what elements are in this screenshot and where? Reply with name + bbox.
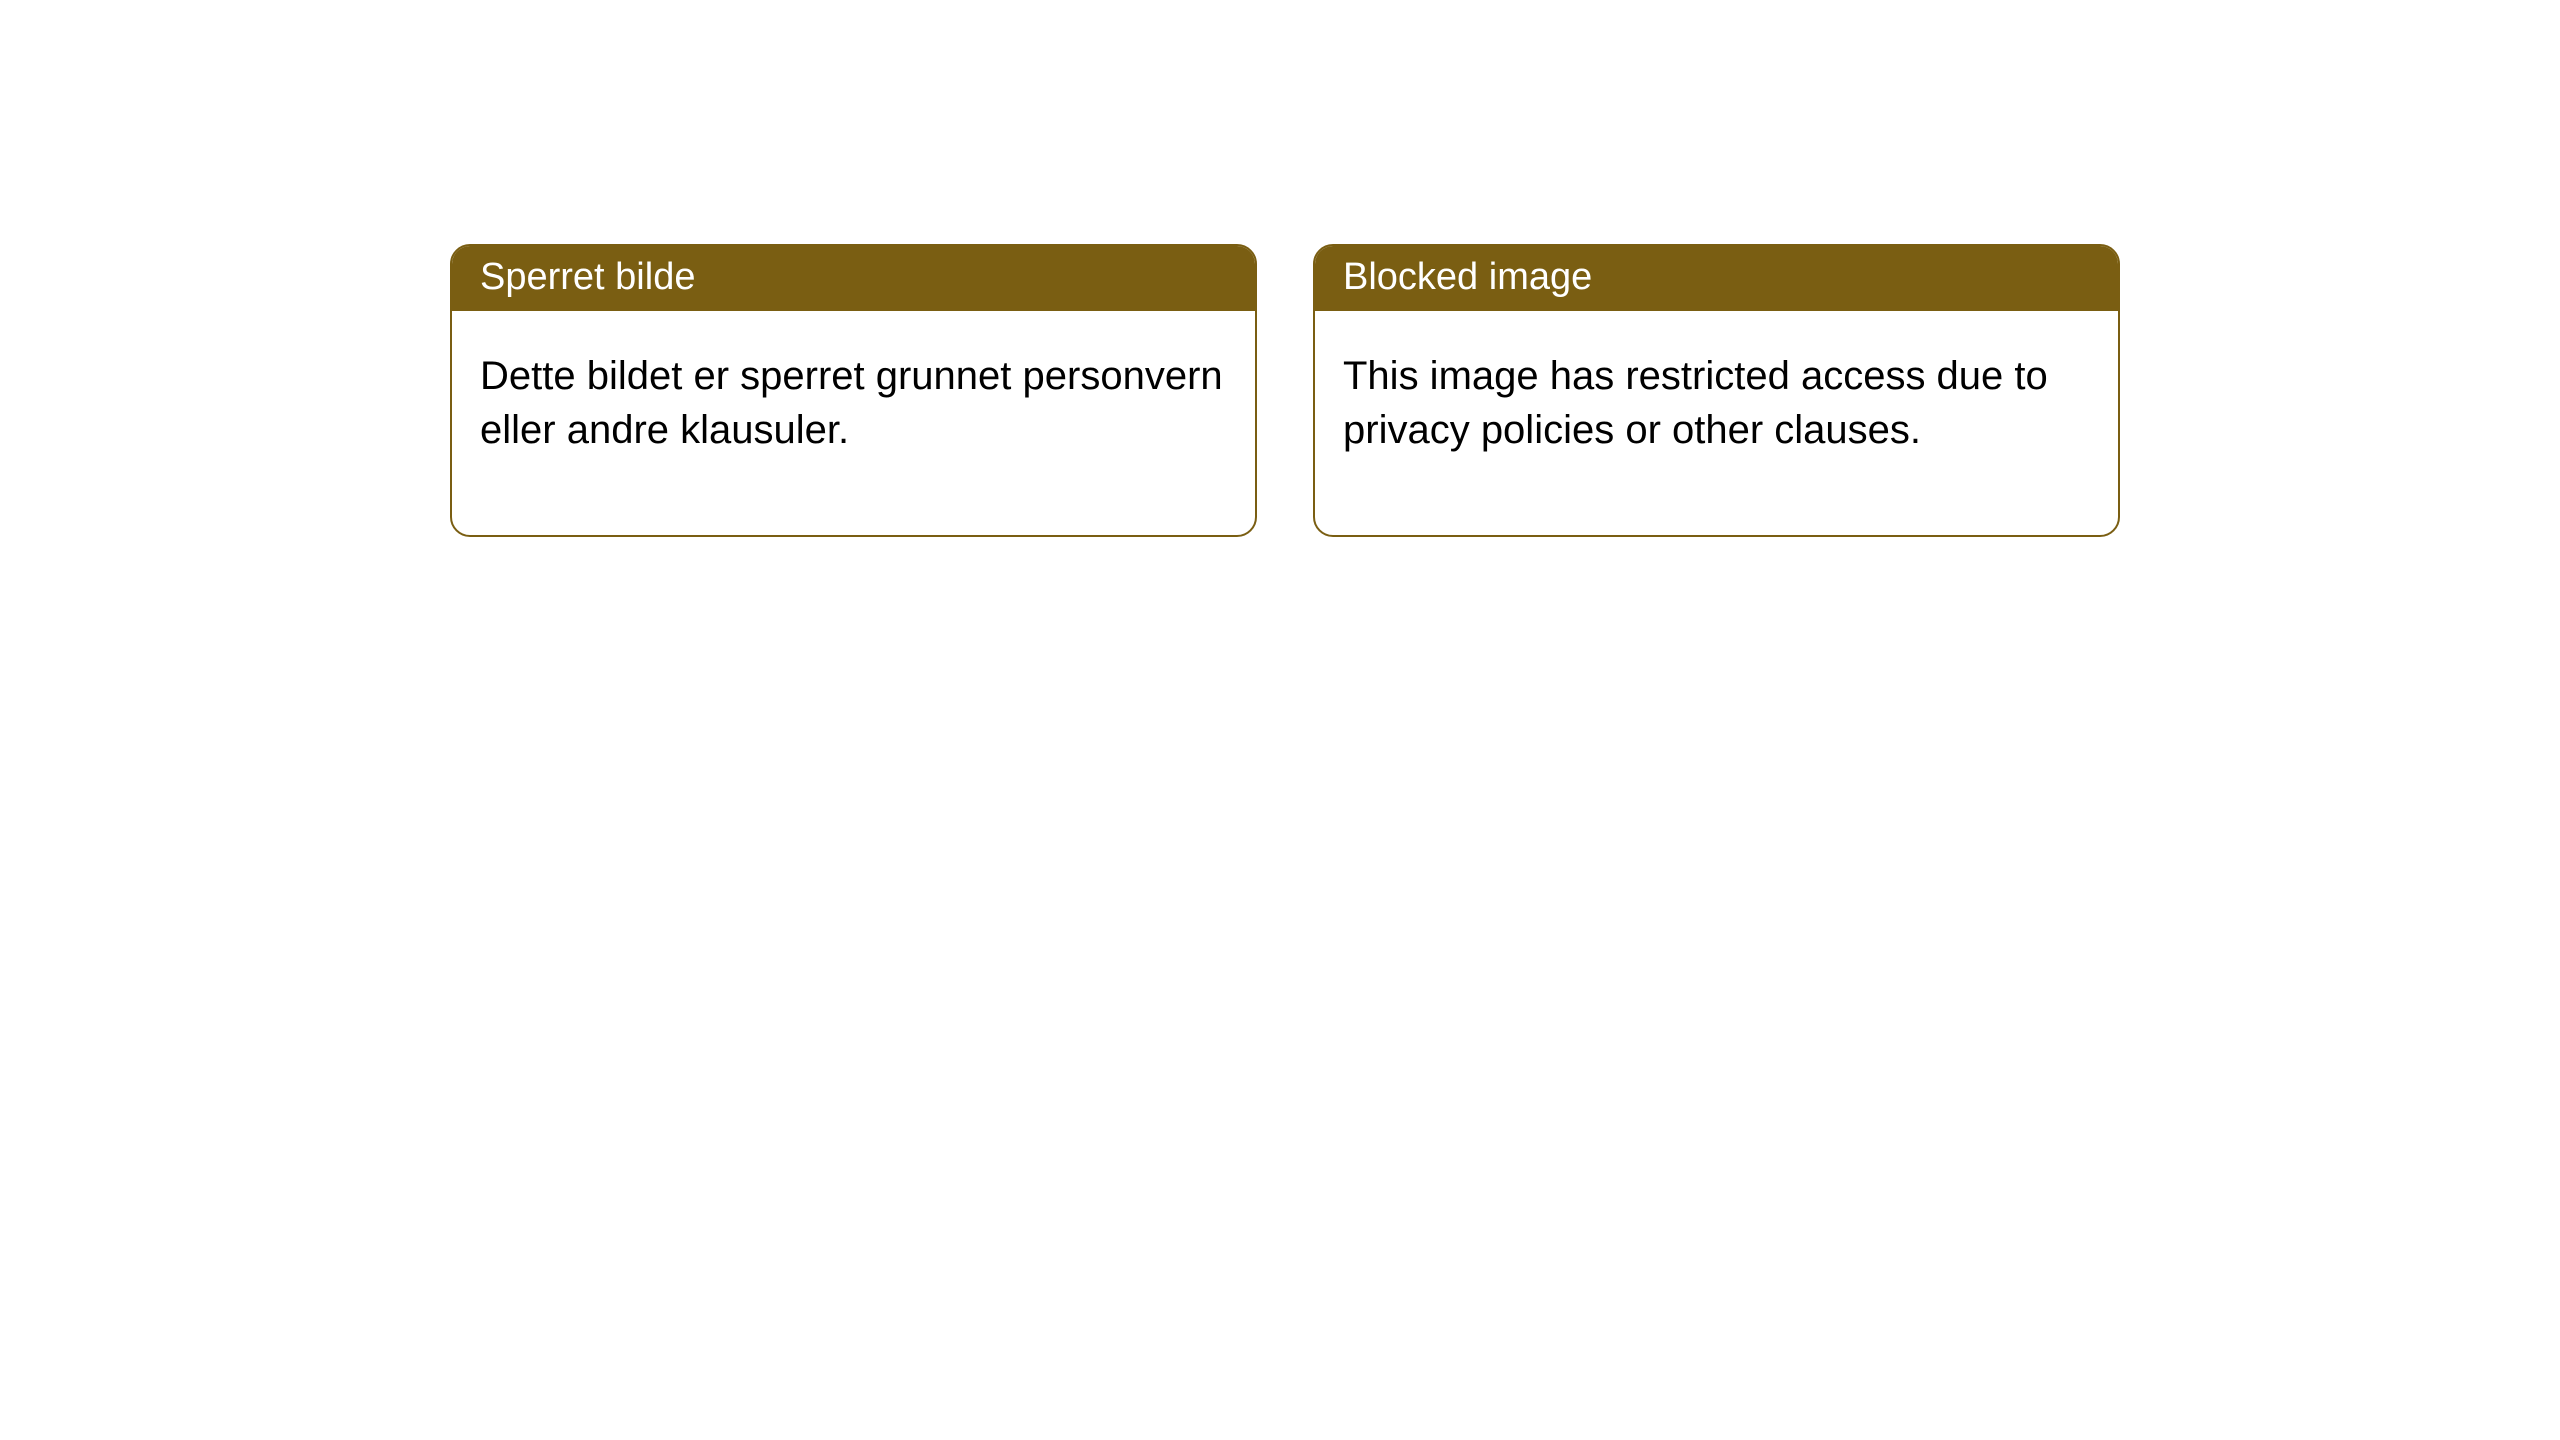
notice-container: Sperret bilde Dette bildet er sperret gr… — [450, 244, 2120, 537]
card-title: Blocked image — [1343, 256, 1592, 298]
card-header: Blocked image — [1315, 246, 2118, 311]
card-body: This image has restricted access due to … — [1315, 311, 2118, 535]
notice-card-english: Blocked image This image has restricted … — [1313, 244, 2120, 537]
notice-card-norwegian: Sperret bilde Dette bildet er sperret gr… — [450, 244, 1257, 537]
card-header: Sperret bilde — [452, 246, 1255, 311]
card-title: Sperret bilde — [480, 256, 695, 298]
card-body: Dette bildet er sperret grunnet personve… — [452, 311, 1255, 535]
card-body-text: This image has restricted access due to … — [1343, 354, 2048, 452]
card-body-text: Dette bildet er sperret grunnet personve… — [480, 354, 1223, 452]
